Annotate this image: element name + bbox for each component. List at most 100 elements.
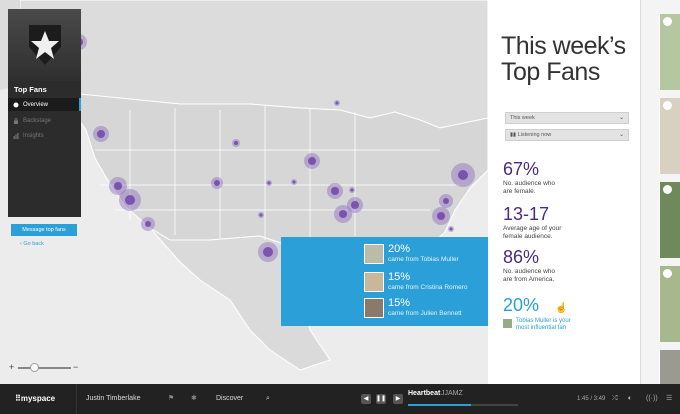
stat-america: 86% No. audience who are from America.: [503, 248, 555, 283]
sidebar-item-label: Insights: [23, 132, 44, 139]
fan-location-marker-core: [443, 198, 449, 204]
track-title: Heartbeat: [408, 390, 441, 397]
mode-select-value: Listening now: [517, 132, 552, 138]
discover-link[interactable]: Discover: [216, 395, 244, 402]
fan-map[interactable]: [0, 0, 488, 384]
avatar: [503, 319, 512, 328]
avatar: [364, 298, 384, 318]
bar-chart-icon: [13, 132, 19, 139]
avatar: [364, 244, 384, 264]
pause-button[interactable]: ❚❚: [376, 394, 387, 404]
stat-desc: Average age of your female audience.: [503, 225, 562, 240]
bar-chart-icon: [663, 269, 672, 278]
tooltip-percent: 15%: [388, 271, 411, 283]
fan-location-marker-core: [308, 157, 316, 165]
feed-card[interactable]: [659, 14, 680, 90]
tooltip-percent: 15%: [388, 297, 411, 309]
tooltip-label: came from Tobias Muller: [388, 256, 459, 263]
fan-location-marker-core: [125, 195, 135, 205]
stat-influential[interactable]: 20%: [503, 296, 539, 314]
connect-icon[interactable]: ✱: [191, 395, 197, 402]
feed-card[interactable]: [659, 98, 680, 174]
feed-card[interactable]: [659, 266, 680, 342]
brand-label: myspace: [20, 394, 56, 403]
track-time: 1:45 / 3:49: [577, 396, 606, 402]
stat-desc: No. audience who are from America.: [503, 268, 556, 283]
bar-chart-icon: [663, 17, 672, 26]
title-line-2: Top Fans: [501, 58, 600, 86]
tooltip-row[interactable]: 15% came from Julien Bennett: [364, 297, 494, 320]
feed-card[interactable]: [659, 182, 680, 258]
artist-link[interactable]: Justin Timberlake: [86, 395, 141, 402]
stat-female: 67% No. audience who are female.: [503, 160, 555, 195]
bar-chart-icon: ▮▮: [510, 132, 518, 138]
go-back-link[interactable]: ‹ Go back: [20, 241, 44, 247]
sidebar-item-insights[interactable]: Insights: [8, 129, 81, 142]
stat-value: 67%: [503, 159, 540, 179]
page-title: This week’s Top Fans: [501, 33, 626, 85]
broadcast-icon[interactable]: ((·)): [646, 395, 658, 402]
sidebar-item-backstage[interactable]: Backstage: [8, 114, 81, 127]
fan-location-marker-core: [335, 101, 339, 105]
track-artist[interactable]: JJAMZ: [441, 390, 463, 397]
chevron-left-icon: ‹: [20, 241, 22, 247]
zoom-in-button[interactable]: +: [9, 362, 15, 372]
divider: [76, 384, 77, 414]
fan-location-marker-core: [437, 212, 445, 220]
search-icon[interactable]: ⌕: [266, 395, 270, 402]
chevron-down-icon: ⌄: [618, 115, 624, 121]
stat-desc: No. audience who are female.: [503, 180, 556, 195]
sidebar-item-overview[interactable]: Overview: [8, 98, 81, 111]
fan-location-marker-core: [331, 187, 339, 195]
zoom-slider-track[interactable]: [18, 367, 71, 369]
tooltip-row[interactable]: 20% came from Tobias Muller: [364, 243, 494, 266]
myspace-logo[interactable]: ⠿myspace: [15, 384, 55, 414]
fan-location-marker-core: [97, 130, 105, 138]
tooltip-label: came from Cristina Romero: [388, 284, 468, 291]
fan-location-marker-core: [351, 201, 359, 209]
bar-chart-icon: [663, 101, 672, 110]
avatar: [364, 272, 384, 292]
fan-location-marker-core: [292, 180, 296, 184]
stat-age: 13-17 Average age of your female audience…: [503, 205, 561, 240]
top-fans-panel: This week’s Top Fans This week ⌄ ▮▮ List…: [488, 0, 640, 384]
sidebar: Top Fans Overview Backstage Insights: [8, 9, 81, 217]
stat-value: 86%: [503, 247, 540, 267]
feed-card[interactable]: [659, 350, 680, 384]
star-shield-icon: [28, 25, 61, 65]
fan-location-marker-core: [449, 227, 453, 231]
sidebar-item-label: Backstage: [23, 117, 52, 124]
top-fans-logo: [8, 9, 81, 81]
next-track-button[interactable]: ▶: [393, 394, 403, 404]
track-progress-fill: [408, 404, 471, 406]
queue-icon[interactable]: ☰: [666, 395, 673, 402]
period-select[interactable]: This week ⌄: [505, 112, 629, 124]
message-top-fans-button[interactable]: Message top fans: [11, 224, 77, 236]
zoom-out-button[interactable]: −: [73, 362, 79, 372]
period-select-value: This week: [510, 115, 535, 121]
stat-value: 13-17: [503, 204, 550, 224]
mode-select[interactable]: ▮▮ Listening now ⌄: [505, 129, 629, 141]
fan-location-marker-core: [114, 182, 122, 190]
flag-icon[interactable]: ⚑: [168, 395, 175, 402]
fan-location-marker-core: [263, 247, 273, 257]
track-progress[interactable]: [408, 404, 518, 406]
previous-track-button[interactable]: ◀: [361, 394, 371, 404]
fan-icon: [13, 102, 19, 108]
fan-source-tooltip: 20% came from Tobias Muller 15% came fro…: [281, 237, 495, 326]
fan-location-marker-core: [267, 181, 271, 185]
fan-location-marker-core: [214, 180, 220, 186]
influential-fan-text[interactable]: Tobias Muller is your most influential fa…: [516, 318, 571, 331]
myspace-grid-icon: ⠿: [15, 394, 21, 403]
tooltip-row[interactable]: 15% came from Cristina Romero: [364, 271, 494, 294]
shuffle-icon[interactable]: ⤮: [612, 395, 618, 402]
title-line-1: This week’s: [501, 32, 626, 60]
zoom-slider-handle[interactable]: [30, 363, 39, 372]
volume-icon[interactable]: 🔈︎: [628, 395, 633, 402]
sidebar-title: Top Fans: [14, 85, 47, 94]
stat-value: 20%: [503, 295, 540, 315]
fan-location-marker-core: [458, 170, 468, 180]
zoom-control: + −: [9, 362, 79, 374]
fan-location-marker-core: [145, 221, 151, 227]
fan-location-marker-core: [339, 210, 347, 218]
